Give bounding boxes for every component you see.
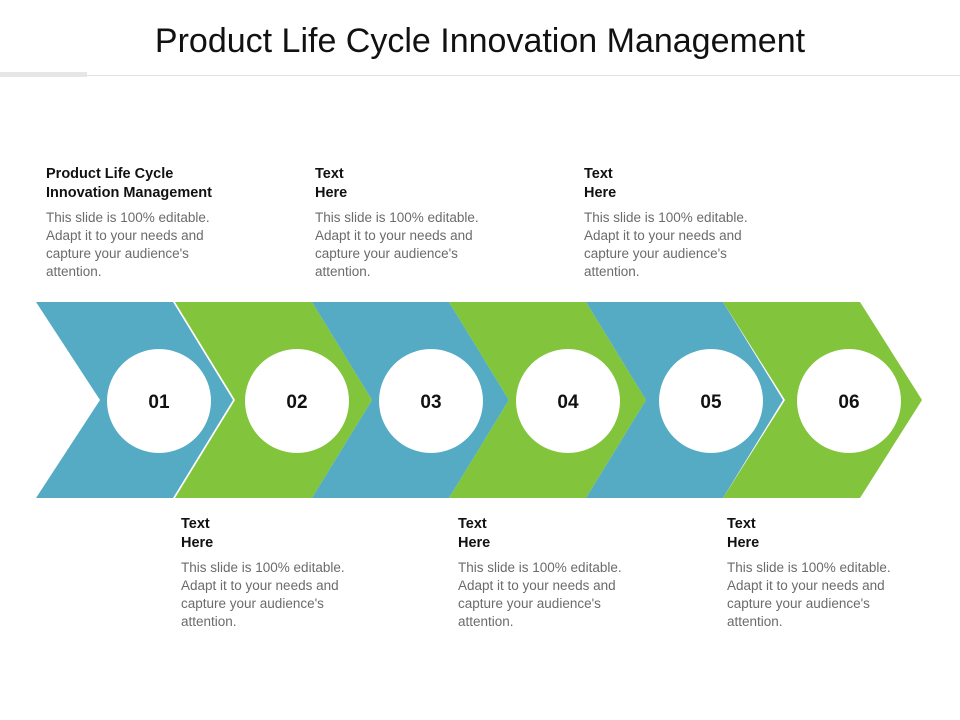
chevron-5: 05 (586, 302, 783, 498)
chevron-2: 02 (175, 302, 372, 498)
step-circle (516, 349, 620, 453)
text-block-heading: Text Here (181, 516, 214, 551)
text-block-heading: Product Life Cycle Innovation Management (46, 166, 212, 201)
text-block-body: This slide is 100% editable. Adapt it to… (458, 560, 622, 629)
title-divider (0, 75, 960, 76)
text-block-1: Product Life Cycle Innovation Management… (46, 165, 236, 281)
step-number: 03 (420, 392, 441, 413)
step-circle (245, 349, 349, 453)
step-circle (107, 349, 211, 453)
text-block-heading: Text Here (458, 516, 491, 551)
chevron-1: 01 (36, 302, 233, 498)
text-block-4: Text Here This slide is 100% editable. A… (458, 515, 648, 631)
text-block-5: Text Here This slide is 100% editable. A… (584, 165, 774, 281)
step-number: 05 (700, 392, 722, 413)
step-number: 02 (286, 392, 307, 413)
chevron-3: 03 (312, 302, 509, 498)
text-block-heading: Text Here (584, 166, 617, 201)
text-block-3: Text Here This slide is 100% editable. A… (315, 165, 505, 281)
chevron-6: 06 (723, 302, 922, 498)
step-number: 01 (148, 392, 170, 413)
text-block-2: Text Here This slide is 100% editable. A… (181, 515, 371, 631)
chevron-4: 04 (449, 302, 646, 498)
text-block-heading: Text Here (315, 166, 348, 201)
text-block-body: This slide is 100% editable. Adapt it to… (584, 210, 748, 279)
step-circle (659, 349, 763, 453)
step-number: 04 (557, 392, 579, 413)
text-block-body: This slide is 100% editable. Adapt it to… (181, 560, 345, 629)
text-block-body: This slide is 100% editable. Adapt it to… (46, 210, 210, 279)
title-divider-accent (0, 72, 87, 77)
step-number: 06 (838, 392, 859, 413)
step-circle (797, 349, 901, 453)
step-circle (379, 349, 483, 453)
text-block-body: This slide is 100% editable. Adapt it to… (727, 560, 891, 629)
page-title: Product Life Cycle Innovation Management (154, 22, 806, 60)
text-block-heading: Text Here (727, 516, 760, 551)
text-block-6: Text Here This slide is 100% editable. A… (727, 515, 917, 631)
text-block-body: This slide is 100% editable. Adapt it to… (315, 210, 479, 279)
